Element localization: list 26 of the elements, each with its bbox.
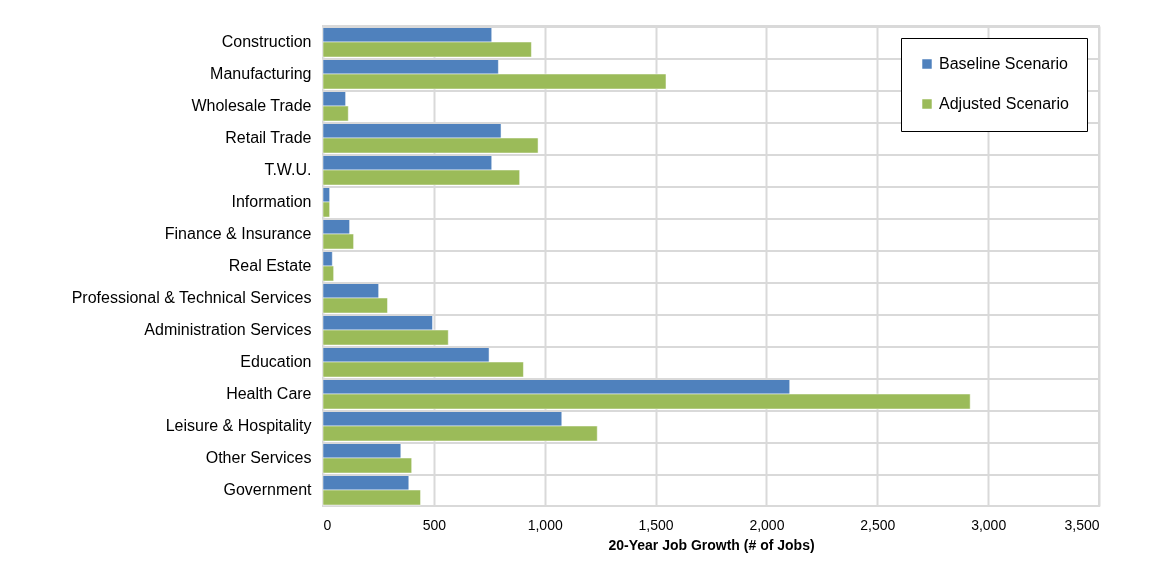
y-tick-label: Government [223, 481, 313, 498]
y-tick-label: Information [231, 193, 312, 210]
legend-label: Baseline Scenario [939, 55, 1069, 72]
y-tick-label: Health Care [226, 385, 312, 402]
y-tick-label: Finance & Insurance [164, 225, 312, 242]
x-axis-title: 20-Year Job Growth (# of Jobs) [608, 536, 815, 553]
y-tick-label: T.W.U. [264, 161, 312, 178]
y-tick-label: Construction [221, 33, 312, 50]
y-tick-label: Manufacturing [210, 65, 312, 82]
y-tick-label: Professional & Technical Services [71, 289, 312, 306]
x-tick-label: 1,000 [527, 516, 563, 533]
y-tick-label: Other Services [205, 449, 312, 466]
x-tick-label: 1,500 [638, 516, 674, 533]
y-tick-label: Retail Trade [225, 129, 312, 146]
x-tick-label: 2,500 [860, 516, 896, 533]
x-tick-label: 500 [422, 516, 447, 533]
y-tick-label: Wholesale Trade [191, 97, 312, 114]
y-tick-label: Leisure & Hospitality [165, 417, 312, 434]
x-tick-label: 0 [323, 516, 332, 533]
x-tick-label: 2,000 [749, 516, 785, 533]
y-tick-label: Real Estate [228, 257, 312, 274]
x-tick-label: 3,000 [971, 516, 1007, 533]
legend-label: Adjusted Scenario [939, 95, 1069, 112]
x-tick-label: 3,500 [1064, 516, 1100, 533]
y-tick-label: Administration Services [144, 321, 312, 338]
y-tick-label: Education [240, 353, 312, 370]
